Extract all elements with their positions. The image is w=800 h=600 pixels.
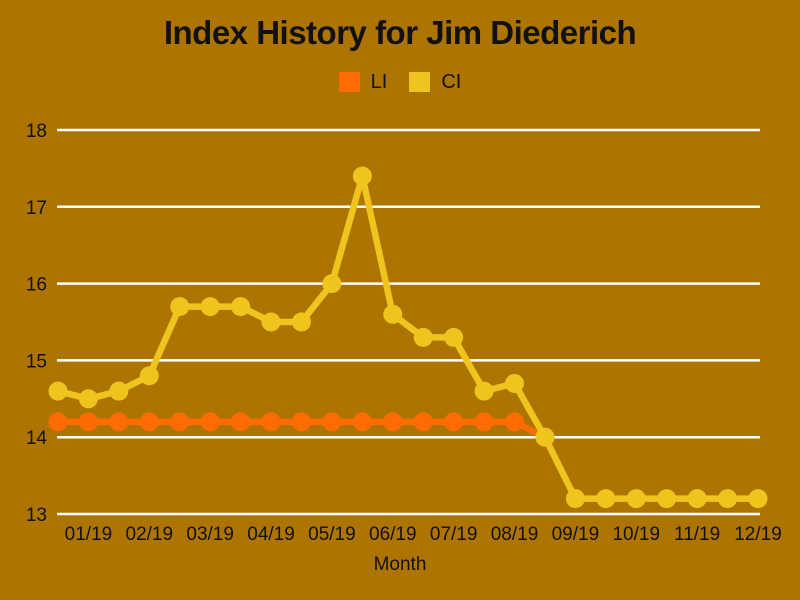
marker-ci (748, 489, 768, 509)
marker-ci (718, 489, 738, 509)
x-tick-label: 10/19 (612, 524, 660, 545)
marker-ci (261, 312, 281, 332)
marker-li (139, 412, 159, 432)
marker-ci (78, 389, 98, 409)
marker-li (78, 412, 98, 432)
marker-li (383, 412, 403, 432)
y-tick-label: 17 (26, 198, 47, 219)
x-axis-labels: 01/19 02/19 03/19 04/19 05/19 06/19 07/19 08/19… (65, 524, 782, 545)
marker-li (322, 412, 342, 432)
legend-swatch-ci (409, 72, 431, 92)
y-tick-label: 18 (26, 121, 47, 142)
marker-ci (657, 489, 677, 509)
marker-li (170, 412, 190, 432)
legend-item-ci: CI (409, 72, 461, 92)
marker-ci (139, 366, 159, 386)
marker-ci (687, 489, 707, 509)
marker-li (261, 412, 281, 432)
marker-li (291, 412, 311, 432)
gridlines (57, 128, 760, 516)
legend-label-li: LI (370, 71, 388, 93)
marker-ci (231, 297, 251, 317)
chart-title: Index History for Jim Diederich (163, 14, 637, 51)
y-axis-labels: 13 14 15 16 17 18 (26, 121, 48, 526)
marker-ci (444, 327, 464, 347)
x-tick-label: 05/19 (308, 524, 356, 545)
y-tick-label: 15 (26, 351, 47, 372)
x-tick-label: 09/19 (552, 524, 600, 545)
marker-ci (322, 274, 342, 294)
y-tick-label: 13 (26, 505, 47, 526)
marker-ci (535, 427, 555, 447)
marker-ci (170, 297, 190, 317)
marker-li (413, 412, 433, 432)
marker-li (352, 412, 372, 432)
x-tick-label: 12/19 (734, 524, 782, 545)
x-tick-label: 07/19 (430, 524, 478, 545)
marker-li (505, 412, 525, 432)
x-tick-label: 03/19 (186, 524, 234, 545)
series-ci (48, 166, 768, 509)
x-tick-label: 06/19 (369, 524, 417, 545)
legend-item-li: LI (338, 71, 388, 93)
legend-label-ci: CI (441, 71, 462, 93)
x-tick-label: 01/19 (65, 524, 113, 545)
x-tick-label: 11/19 (674, 524, 720, 545)
marker-ci (383, 304, 403, 324)
marker-li (200, 412, 220, 432)
marker-ci (291, 312, 311, 332)
x-axis-title: Month (373, 554, 427, 575)
legend-swatch-li (338, 72, 360, 92)
marker-li (48, 412, 68, 432)
marker-li (474, 412, 494, 432)
x-tick-label: 02/19 (126, 524, 174, 545)
marker-ci (505, 373, 525, 393)
marker-ci (200, 297, 220, 317)
marker-ci (596, 489, 616, 509)
y-tick-label: 14 (26, 428, 48, 449)
y-tick-label: 16 (26, 275, 47, 296)
legend: LI CI (0, 72, 800, 92)
marker-ci (413, 327, 433, 347)
marker-li (444, 412, 464, 432)
marker-ci (626, 489, 646, 509)
series-li (48, 412, 555, 447)
line-ci (54, 172, 762, 502)
x-tick-label: 08/19 (491, 524, 539, 545)
marker-li (231, 412, 251, 432)
marker-ci (109, 381, 129, 401)
marker-li (109, 412, 129, 432)
marker-ci (565, 489, 585, 509)
marker-ci (474, 381, 494, 401)
marker-ci (352, 166, 372, 186)
marker-ci (48, 381, 68, 401)
x-tick-label: 04/19 (247, 524, 295, 545)
